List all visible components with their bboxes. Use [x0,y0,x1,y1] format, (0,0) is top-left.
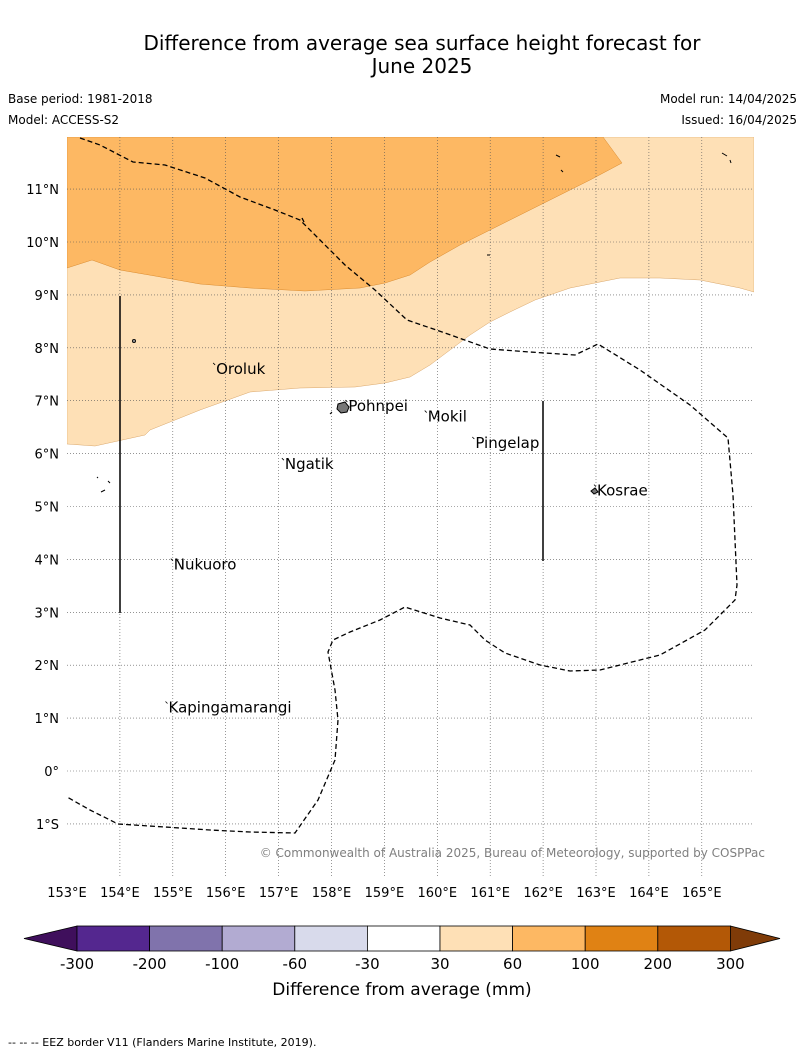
place-marker [424,410,428,413]
longitude-tick-label: 161°E [470,886,510,901]
colorbar-tick-label: 300 [716,955,745,973]
colorbar-segment [76,925,150,952]
base-period-text: Base period: 1981-2018 [8,92,153,106]
island-small-west [131,338,136,343]
longitude-tick-label: 163°E [576,886,616,901]
longitude-tick-label: 164°E [629,886,669,901]
latitude-labels: 11°N 10°N 9°N 8°N 7°N 6°N 5°N 4°N 3°N 2°N 1°N 0° 1°S [26,183,59,833]
latitude-tick-label: 7°N [35,395,60,410]
longitude-tick-label: 165°E [682,886,722,901]
colorbar-tick-label: -30 [355,955,380,973]
place-label: Mokil [428,408,467,426]
place-marker [212,362,216,366]
longitude-labels: 153°E 154°E 155°E 156°E 157°E 158°E 159°E 160°E… [47,886,721,901]
place-label: Pingelap [475,434,539,452]
colorbar-tick-labels: -300 -200 -100 -60 -30 30 60 100 200 300 [60,955,745,973]
latitude-tick-label: 1°S [36,818,59,833]
latitude-tick-label: 10°N [26,236,59,251]
place-marker [345,399,348,403]
colorbar-tick-label: -300 [60,955,94,973]
colorbar-label: Difference from average (mm) [272,980,531,1000]
colorbar [23,925,781,952]
latitude-tick-label: 11°N [26,183,59,198]
colorbar-segment [294,925,368,952]
colorbar-tick-label: 100 [571,955,600,973]
colorbar-tick-label: 30 [430,955,449,973]
map-title: Difference from average sea surface heig… [100,32,744,78]
place-label: Nukuoro [174,556,237,574]
island-atoll-north [555,154,564,173]
colorbar-segment [512,925,586,952]
place-marker [472,436,475,440]
model-text: Model: ACCESS-S2 [8,113,120,127]
islands [96,152,732,495]
colorbar-tick-label: -60 [283,955,308,973]
place-label: Oroluk [216,360,265,378]
longitude-tick-label: 157°E [259,886,299,901]
place-label: Pohnpei [348,397,408,415]
longitude-tick-label: 153°E [47,886,87,901]
eez-legend-note: -- -- -- EEZ border V11 (Flanders Marine… [8,1036,317,1049]
latitude-tick-label: 5°N [35,501,60,516]
map-title-line1: Difference from average sea surface heig… [143,31,701,55]
colorbar-low-extension [23,925,78,952]
island-pohnpei [336,401,350,414]
colorbar-tick-label: -100 [205,955,239,973]
colorbar-tick-label: -200 [133,955,167,973]
longitude-tick-label: 159°E [365,886,405,901]
latitude-tick-label: 6°N [35,448,60,463]
eez-border [67,137,738,834]
island-pohnpei-ant [329,411,333,415]
map-title-line2: June 2025 [371,54,473,78]
place-label: Kapingamarangi [169,699,292,717]
longitude-tick-label: 162°E [523,886,563,901]
colorbar-tick-label: 200 [643,955,672,973]
eez-border-line [67,137,738,834]
place-labels: Oroluk Pohnpei Mokil Pingelap Ngatik Kosrae Nu… [165,360,648,717]
eez-segment-top [301,217,305,223]
longitude-tick-label: 155°E [153,886,193,901]
colorbar-segment [657,925,731,952]
colorbar-tick-label: 60 [503,955,522,973]
latitude-tick-label: 8°N [35,342,60,357]
colorbar-segment [221,925,296,952]
latitude-tick-label: 0° [44,765,59,780]
colorbar-high-extension [730,925,781,952]
longitude-tick-label: 156°E [206,886,246,901]
place-marker [170,558,174,561]
place-marker [593,484,597,487]
longitude-tick-label: 160°E [418,886,458,901]
colorbar-segment [149,925,223,952]
colorbar-segment [439,925,513,952]
place-marker [281,457,285,461]
model-run-text: Model run: 14/04/2025 [659,92,797,106]
latitude-tick-label: 9°N [35,289,60,304]
island-atoll-west [96,476,111,493]
anomaly-fills [67,137,754,447]
longitude-tick-label: 154°E [100,886,140,901]
latitude-tick-label: 1°N [35,712,60,727]
island-atoll-northeast [721,152,732,164]
place-label: Ngatik [285,455,334,473]
latitude-tick-label: 2°N [35,659,60,674]
colorbar-segment [584,925,659,952]
place-label: Kosrae [597,482,648,500]
island-kosrae [590,487,599,495]
issued-text: Issued: 16/04/2025 [681,113,797,127]
latitude-tick-label: 4°N [35,553,60,568]
latitude-tick-label: 3°N [35,606,60,621]
copyright-text: © Commonwealth of Australia 2025, Bureau… [260,846,765,860]
longitude-tick-label: 158°E [312,886,352,901]
colorbar-segment [366,925,441,952]
place-marker [165,701,168,704]
graticule [67,137,754,876]
